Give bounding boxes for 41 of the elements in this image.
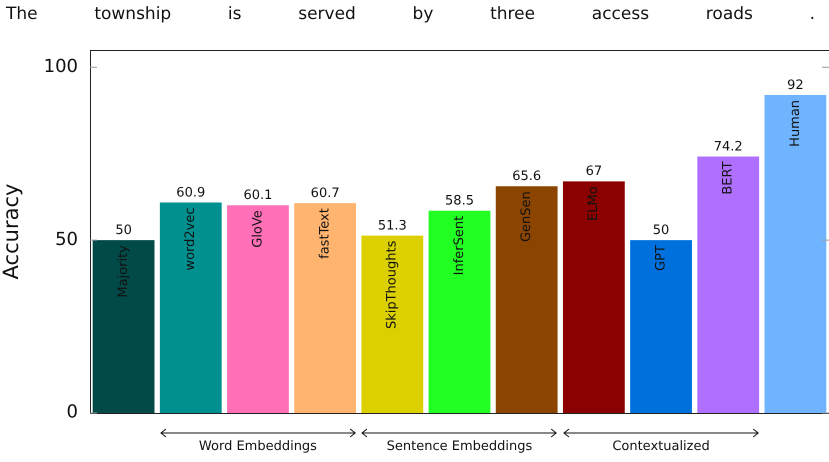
x-tick-label: ELMo — [586, 186, 602, 222]
bar — [697, 156, 760, 413]
data-label: 51.3 — [378, 218, 407, 234]
data-label: 60.1 — [243, 188, 272, 204]
chart-title: The township is served by three access roads . — [6, 4, 815, 24]
x-tick-label: GenSen — [519, 191, 534, 242]
bar — [630, 240, 692, 413]
data-label: 74.2 — [714, 139, 743, 154]
y-tick-label: 0 — [66, 402, 78, 423]
x-tick-label: SkipThoughts — [384, 240, 400, 330]
bar — [764, 94, 826, 413]
bar — [227, 205, 289, 413]
x-tick-label: BERT — [720, 161, 736, 195]
x-tick-label: word2vec — [183, 207, 198, 271]
x-tick-label: InferSent — [452, 216, 467, 276]
y-tick-label: 50 — [55, 228, 78, 250]
text: Sentence Embeddings — [386, 439, 534, 454]
bar — [496, 186, 558, 413]
text: Contextualized — [611, 439, 711, 454]
x-tick-label: GPT — [653, 245, 668, 271]
y-axis-title: Accuracy — [0, 184, 24, 280]
data-label: 92 — [787, 78, 804, 93]
x-tick-label: Human — [788, 100, 803, 147]
bar — [160, 202, 222, 413]
bar — [562, 181, 625, 413]
bar — [428, 210, 490, 413]
x-tick-label: fastText — [318, 208, 333, 259]
bar — [294, 203, 356, 413]
data-label: 60.9 — [176, 185, 206, 200]
data-label: 67 — [586, 164, 602, 180]
x-tick-label: Majority — [116, 244, 131, 298]
text: Word Embeddings — [198, 439, 318, 454]
bar — [92, 240, 154, 413]
data-label: 65.6 — [512, 169, 542, 184]
y-tick-label: 100 — [44, 56, 78, 77]
data-label: 58.5 — [445, 194, 474, 209]
x-tick-label: GloVe — [250, 210, 266, 248]
bar — [361, 236, 424, 413]
data-label: 50 — [115, 223, 132, 238]
data-label: 60.7 — [310, 186, 340, 202]
data-label: 50 — [652, 223, 670, 238]
